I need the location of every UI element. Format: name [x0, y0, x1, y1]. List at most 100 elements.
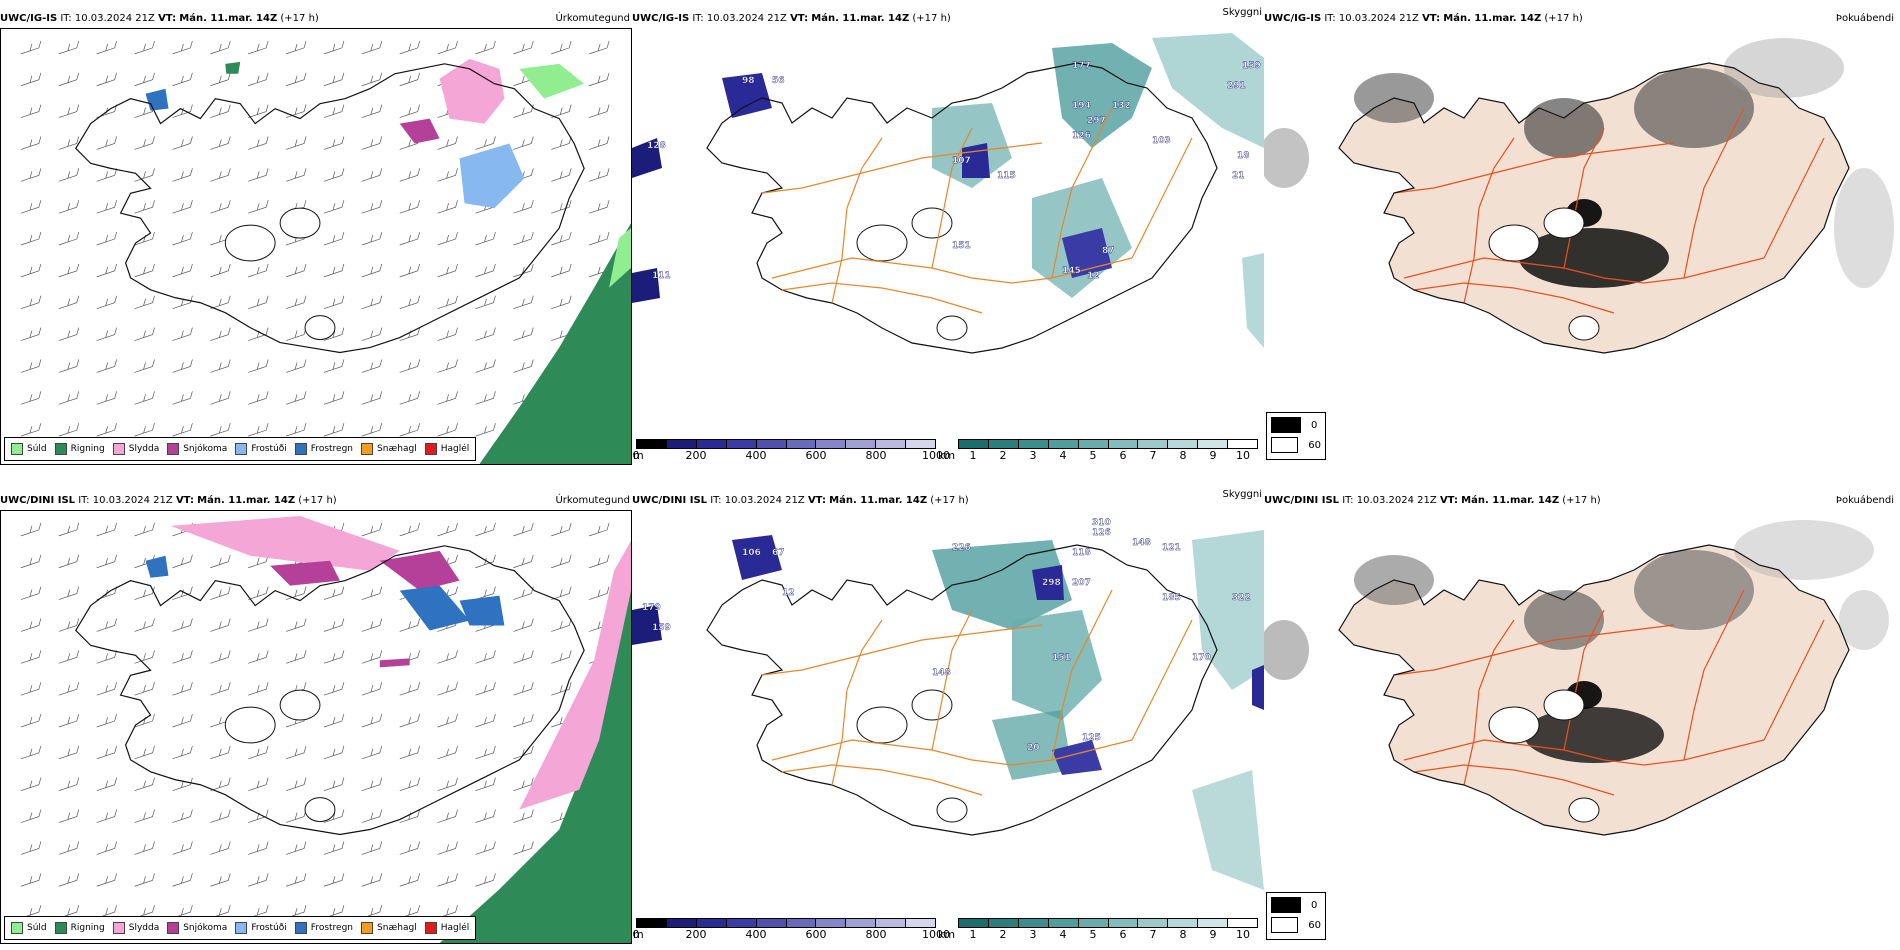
- glacier-outline: [1488, 706, 1540, 744]
- wind-barb: [437, 327, 458, 341]
- visibility-value-label: 291: [1227, 81, 1246, 91]
- wind-barb: [437, 713, 458, 728]
- wind-barb: [399, 295, 421, 310]
- colorbar-m-bar: [636, 439, 936, 449]
- wind-barb: [96, 72, 117, 87]
- road-line: [781, 764, 983, 796]
- fog-shading: [1264, 38, 1894, 288]
- visibility-value-label: 56: [772, 76, 785, 86]
- fog-map[interactable]: [1264, 28, 1900, 465]
- wind-barb: [172, 104, 193, 118]
- wind-barb: [475, 359, 496, 373]
- wind-barb: [58, 713, 80, 728]
- colorbar-tick-label: 1: [969, 928, 977, 941]
- model-name: UWC/DINI ISL: [632, 495, 708, 506]
- colorbar-segment: [666, 919, 697, 927]
- wind-barb: [248, 263, 269, 278]
- glacier-outline: [304, 315, 336, 341]
- wind-barb: [285, 327, 307, 341]
- cloud-map[interactable]: 98 56 128 107 115 194 297 132 126 103 291 159 87 145 1…: [632, 28, 1264, 441]
- wind-barb: [513, 713, 534, 728]
- wind-barb: [210, 777, 231, 792]
- wind-barb: [475, 327, 496, 341]
- wind-barb: [134, 423, 155, 437]
- wind-barb: [437, 873, 458, 887]
- wind-barb: [323, 327, 345, 341]
- fog-map[interactable]: [1264, 510, 1900, 944]
- wind-barb: [285, 841, 307, 855]
- legend-swatch: [54, 443, 67, 455]
- init-time: IT: 10.03.2024 21Z: [692, 13, 787, 24]
- visibility-value-label: 118: [1072, 548, 1091, 558]
- wind-barb: [589, 586, 610, 600]
- wind-barb: [285, 777, 307, 792]
- colorbar-tick-label: 200: [685, 928, 707, 941]
- wind-barb: [361, 168, 383, 182]
- wind-barb: [551, 231, 572, 246]
- wind-barb: [210, 745, 231, 760]
- wind-barb: [172, 72, 193, 87]
- wind-barb: [210, 104, 231, 118]
- visibility-value-label: 170: [1192, 653, 1211, 663]
- wind-barb: [399, 713, 421, 728]
- precip-map[interactable]: [0, 510, 632, 944]
- wind-barb: [513, 40, 534, 55]
- cloud-map[interactable]: 106 67 12 226 118 298 207 310 126 148 121 185 322 179…: [632, 510, 1264, 920]
- wind-barb: [437, 423, 458, 437]
- wind-barb: [20, 554, 42, 569]
- wind-barb: [210, 263, 231, 278]
- colorbar-tick-label: 3: [1029, 928, 1037, 941]
- wind-barb: [475, 391, 496, 405]
- wind-barb: [589, 136, 610, 150]
- init-time: IT: 10.03.2024 21Z: [60, 13, 155, 24]
- coastline: [1338, 62, 1850, 354]
- colorbar-segment: [637, 440, 667, 448]
- road-line: [831, 619, 883, 786]
- wind-barb: [134, 522, 155, 537]
- road-line: [1131, 619, 1193, 741]
- legend-swatch: [11, 443, 23, 455]
- cloud-areas: [632, 33, 1264, 348]
- colorbar-segment: [988, 440, 1019, 448]
- colorbar-km-ticks: 1 2 3 4 5 6 7 8 9 10: [958, 449, 1258, 462]
- colorbar-tick-label: 400: [745, 928, 767, 941]
- wind-barb: [475, 522, 496, 537]
- wind-barb: [96, 554, 117, 569]
- wind-barb: [513, 745, 534, 760]
- iceland-outline: [75, 545, 585, 836]
- visibility-value-label: 298: [1042, 578, 1061, 588]
- wind-barb: [172, 713, 193, 728]
- panel-cloud-top: UWC/IG-IS IT: 10.03.2024 21Z VT: Mán. 11…: [632, 7, 1264, 465]
- wind-barb: [96, 136, 117, 150]
- iceland-outline: [1338, 544, 1850, 836]
- legend-label: Snæhagl: [377, 444, 417, 454]
- wind-barb: [551, 263, 572, 278]
- colorbar-segment: [1168, 919, 1199, 927]
- wind-barb: [134, 586, 155, 600]
- wind-barb: [399, 618, 421, 632]
- wind-barb: [551, 554, 572, 569]
- wind-barb: [323, 200, 345, 214]
- visibility-value-label: 87: [1102, 246, 1115, 256]
- wind-barb: [210, 873, 231, 887]
- valid-time-value: Mán. 11.mar. 14Z: [179, 13, 278, 24]
- colorbar-segment: [696, 440, 727, 448]
- wind-barb: [210, 40, 231, 55]
- colorbar-segment: [1168, 440, 1199, 448]
- precip-legend: Súld Rigning Slydda Snjókoma Frostúði Frostre…: [4, 916, 477, 940]
- colorbar-segment: [906, 440, 936, 448]
- wind-barb: [210, 650, 231, 664]
- wind-barb: [96, 809, 117, 823]
- wind-barb: [399, 391, 421, 405]
- precip-map[interactable]: [0, 28, 632, 465]
- wind-barb: [589, 72, 610, 87]
- colorbar-segment: [959, 919, 989, 927]
- wind-barb: [172, 200, 193, 214]
- legend-item: Frostregn: [294, 443, 353, 455]
- legend-item: Slydda: [112, 922, 159, 934]
- wind-barb: [248, 359, 269, 373]
- visibility-value-label: 297: [1087, 116, 1106, 126]
- visibility-value-label: 125: [1082, 733, 1101, 743]
- visibility-value-label: 126: [1072, 131, 1091, 141]
- panel-fog-bottom: UWC/DINI ISL IT: 10.03.2024 21Z VT: Mán.…: [1264, 492, 1900, 944]
